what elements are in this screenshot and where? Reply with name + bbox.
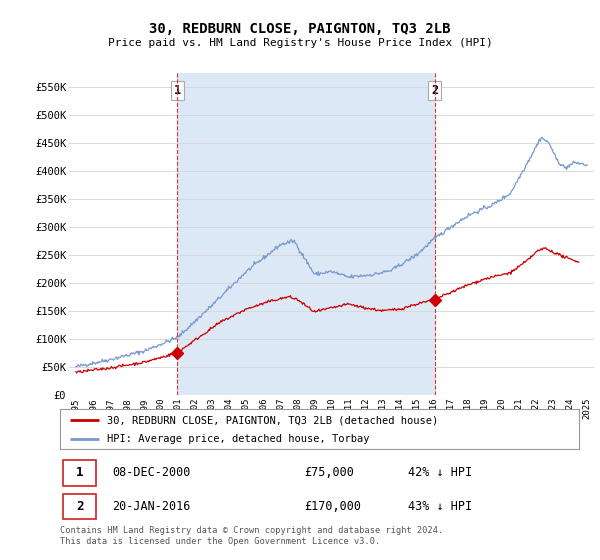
Text: 20-JAN-2016: 20-JAN-2016 [112,500,190,513]
FancyBboxPatch shape [62,460,97,486]
Text: £170,000: £170,000 [304,500,361,513]
Text: 2: 2 [431,84,438,97]
Text: HPI: Average price, detached house, Torbay: HPI: Average price, detached house, Torb… [107,434,369,444]
Text: 2: 2 [76,500,83,513]
Text: 30, REDBURN CLOSE, PAIGNTON, TQ3 2LB: 30, REDBURN CLOSE, PAIGNTON, TQ3 2LB [149,22,451,36]
Text: 42% ↓ HPI: 42% ↓ HPI [408,466,472,479]
Bar [177,73,434,395]
Text: 43% ↓ HPI: 43% ↓ HPI [408,500,472,513]
Text: Price paid vs. HM Land Registry's House Price Index (HPI): Price paid vs. HM Land Registry's House … [107,38,493,48]
FancyBboxPatch shape [62,493,97,520]
Text: 1: 1 [76,466,83,479]
Text: £75,000: £75,000 [304,466,354,479]
Text: 30, REDBURN CLOSE, PAIGNTON, TQ3 2LB (detached house): 30, REDBURN CLOSE, PAIGNTON, TQ3 2LB (de… [107,415,438,425]
Text: 08-DEC-2000: 08-DEC-2000 [112,466,190,479]
Text: Contains HM Land Registry data © Crown copyright and database right 2024.
This d: Contains HM Land Registry data © Crown c… [60,526,443,546]
Text: 1: 1 [173,84,181,97]
